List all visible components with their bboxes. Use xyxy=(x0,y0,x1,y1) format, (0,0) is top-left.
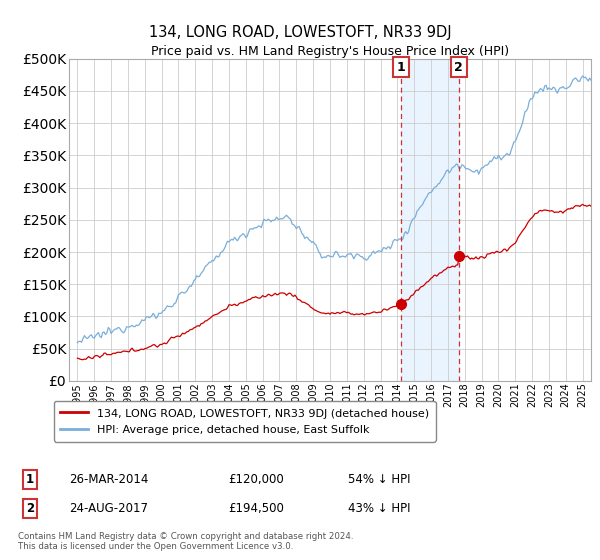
Text: 134, LONG ROAD, LOWESTOFT, NR33 9DJ: 134, LONG ROAD, LOWESTOFT, NR33 9DJ xyxy=(149,25,451,40)
Text: £194,500: £194,500 xyxy=(228,502,284,515)
Text: 2: 2 xyxy=(26,502,34,515)
Text: 1: 1 xyxy=(26,473,34,486)
Title: Price paid vs. HM Land Registry's House Price Index (HPI): Price paid vs. HM Land Registry's House … xyxy=(151,45,509,58)
Text: 43% ↓ HPI: 43% ↓ HPI xyxy=(348,502,410,515)
Text: Contains HM Land Registry data © Crown copyright and database right 2024.
This d: Contains HM Land Registry data © Crown c… xyxy=(18,531,353,551)
Bar xyxy=(401,59,458,381)
Text: 26-MAR-2014: 26-MAR-2014 xyxy=(69,473,148,486)
Text: 2: 2 xyxy=(454,60,463,74)
Text: £120,000: £120,000 xyxy=(228,473,284,486)
Legend: 134, LONG ROAD, LOWESTOFT, NR33 9DJ (detached house), HPI: Average price, detach: 134, LONG ROAD, LOWESTOFT, NR33 9DJ (det… xyxy=(53,401,436,442)
Text: 54% ↓ HPI: 54% ↓ HPI xyxy=(348,473,410,486)
Text: 1: 1 xyxy=(397,60,406,74)
Text: 24-AUG-2017: 24-AUG-2017 xyxy=(69,502,148,515)
